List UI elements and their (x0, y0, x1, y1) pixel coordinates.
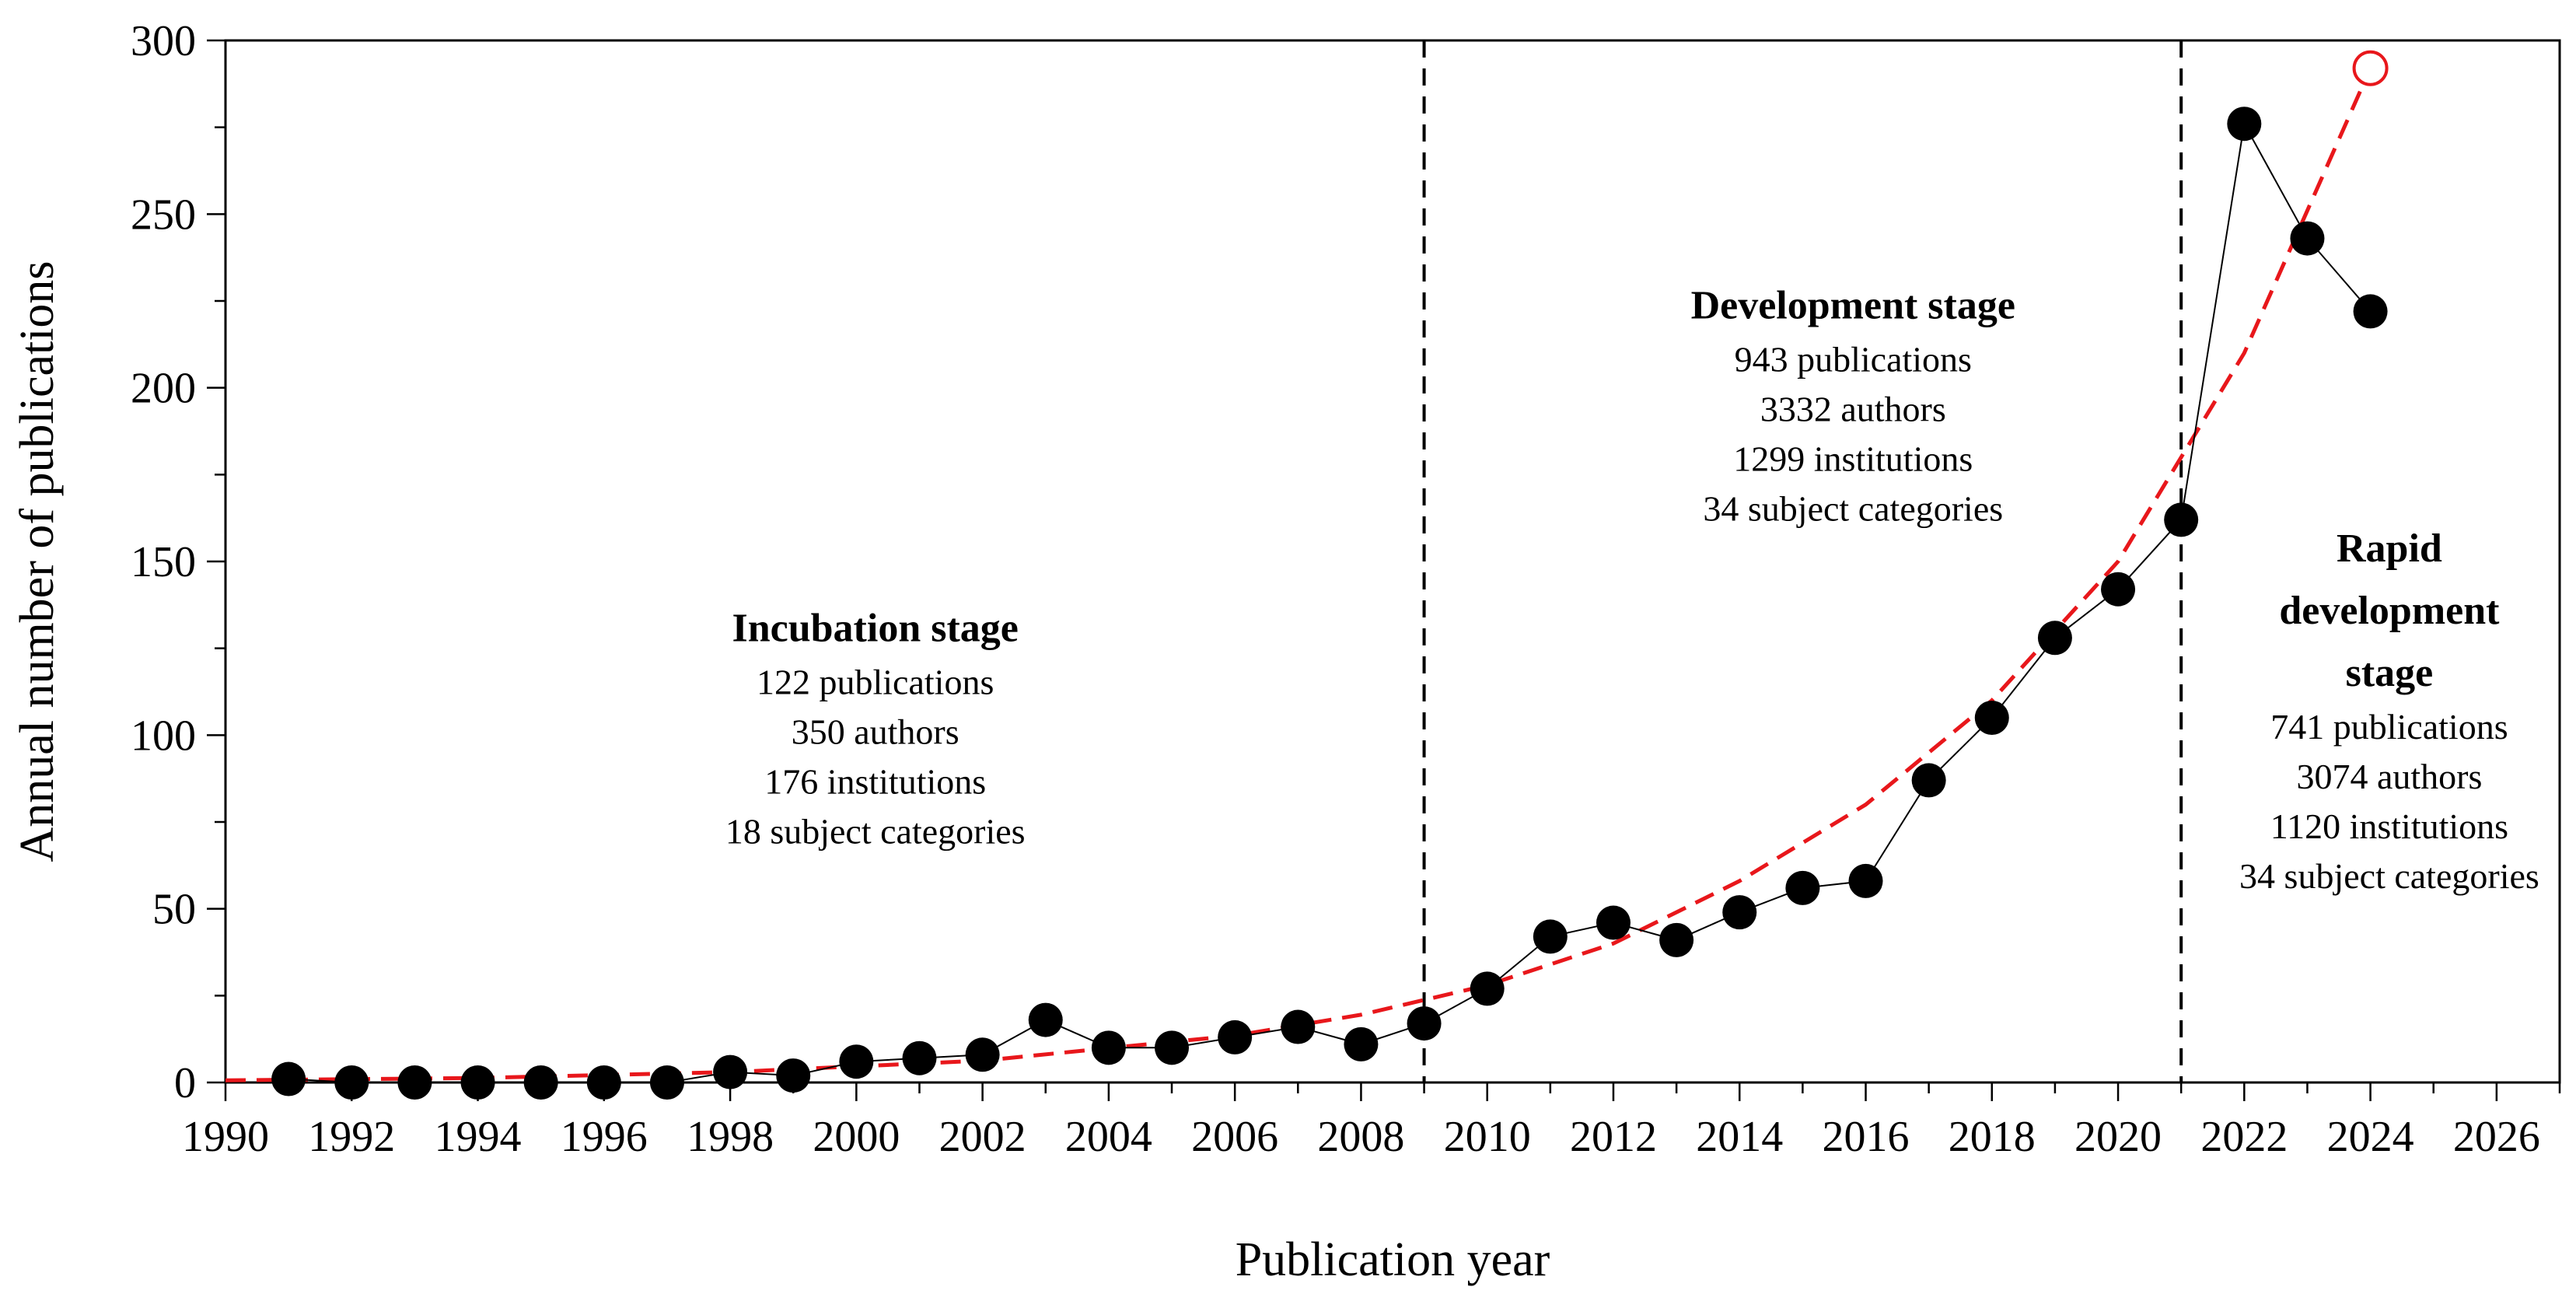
x-tick-label: 2022 (2200, 1113, 2288, 1161)
x-tick-label: 2026 (2453, 1113, 2540, 1161)
x-tick-label: 2002 (939, 1113, 1026, 1161)
x-tick-label: 2004 (1065, 1113, 1152, 1161)
data-point (965, 1037, 1000, 1072)
plot-frame (224, 39, 2561, 1084)
stage-title: Development stage (1691, 283, 2015, 327)
x-tick-label: 2006 (1191, 1113, 1278, 1161)
stage-stat: 741 publications (2270, 707, 2508, 747)
axes-layer: 1990 1992 1994 1996 1998 2000 2002 2004 2006 2008… (131, 17, 2561, 1161)
fit-curve-line (225, 67, 2372, 1082)
data-point (1848, 863, 1883, 898)
data-point (1785, 870, 1820, 905)
x-tick-label: 2014 (1696, 1113, 1783, 1161)
data-point (2353, 294, 2388, 329)
y-tick-label: 100 (131, 712, 196, 760)
stage-stat: 176 institutions (764, 762, 986, 802)
data-point (2290, 221, 2325, 256)
stage-stat: 18 subject categories (725, 812, 1026, 852)
data-point (334, 1065, 369, 1100)
data-point (2037, 621, 2072, 656)
x-axis-title: Publication year (1236, 1233, 1550, 1286)
y-tick-label: 150 (131, 538, 196, 586)
x-tick-label: 2012 (1570, 1113, 1657, 1161)
data-point (902, 1040, 937, 1075)
data-point (1028, 1002, 1063, 1037)
stage-annotations: Incubation stage 122 publications 350 auth… (725, 283, 2539, 896)
fit-curve-layer (225, 50, 2389, 1082)
x-tick-label: 1998 (687, 1113, 774, 1161)
data-point (1722, 895, 1757, 930)
data-point (1218, 1019, 1253, 1054)
y-axis-title: Annual number of publications (11, 261, 64, 862)
stage-stat: 34 subject categories (2239, 856, 2539, 896)
data-point (1281, 1009, 1316, 1044)
stage-stat: 943 publications (1735, 339, 1972, 379)
x-tick-label: 2024 (2327, 1113, 2414, 1161)
x-tick-label: 2000 (813, 1113, 900, 1161)
stage-dividers (1422, 40, 2183, 1082)
y-tick-label: 50 (152, 886, 196, 934)
data-point (713, 1054, 748, 1089)
stage-stat: 350 authors (792, 712, 959, 752)
data-point (776, 1058, 811, 1093)
data-point (397, 1065, 432, 1100)
data-point (586, 1065, 621, 1100)
data-point (1407, 1006, 1442, 1041)
predicted-point (2352, 50, 2389, 86)
data-point (1155, 1030, 1190, 1065)
data-point (649, 1065, 684, 1100)
data-point (2101, 572, 2136, 607)
data-point (1091, 1030, 1126, 1065)
stage-title: Incubation stage (732, 607, 1018, 651)
x-tick-label: 1996 (561, 1113, 648, 1161)
data-point (839, 1044, 874, 1079)
stage-stat: 3074 authors (2296, 757, 2482, 796)
stage-stat: 1299 institutions (1733, 439, 1973, 478)
x-tick-label: 1990 (182, 1113, 269, 1161)
data-point (460, 1065, 495, 1100)
data-point (1470, 971, 1505, 1006)
data-point (1974, 701, 2009, 735)
data-point (1596, 905, 1631, 940)
x-tick-label: 1992 (308, 1113, 395, 1161)
x-tick-label: 1994 (435, 1113, 522, 1161)
data-point (1659, 922, 1694, 957)
x-tick-label: 2020 (2074, 1113, 2162, 1161)
stage-stat: 122 publications (757, 663, 994, 702)
stage-stat: 34 subject categories (1703, 488, 2003, 528)
y-tick-label: 300 (131, 17, 196, 65)
data-point (2227, 107, 2262, 142)
x-tick-label: 2008 (1317, 1113, 1404, 1161)
stage-title: development (2279, 589, 2500, 633)
stage-title: Rapid (2337, 526, 2442, 571)
x-tick-label: 2018 (1949, 1113, 2036, 1161)
y-tick-label: 200 (131, 365, 196, 413)
data-point (523, 1065, 558, 1100)
data-point (271, 1061, 306, 1096)
data-point (1533, 919, 1568, 954)
stage-stat: 3332 authors (1760, 389, 1946, 428)
data-point (2164, 502, 2199, 537)
x-tick-label: 2016 (1823, 1113, 1910, 1161)
stage-title: stage (2346, 651, 2434, 695)
data-series-line (288, 121, 2372, 1083)
y-tick-label: 0 (174, 1059, 196, 1107)
data-point (1911, 763, 1946, 798)
data-series-layer (271, 107, 2388, 1100)
y-tick-label: 250 (131, 191, 196, 239)
stage-stat: 1120 institutions (2270, 806, 2508, 846)
x-tick-label: 2010 (1444, 1113, 1531, 1161)
data-point (1344, 1026, 1379, 1061)
